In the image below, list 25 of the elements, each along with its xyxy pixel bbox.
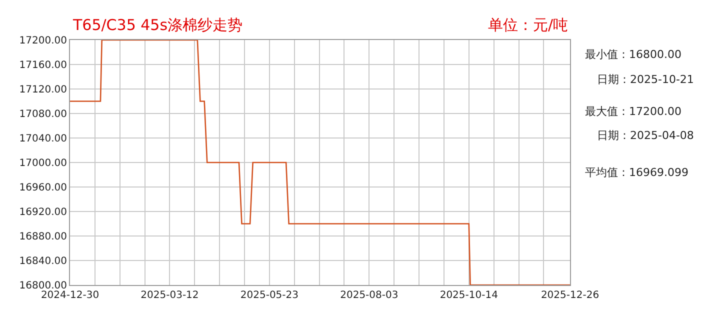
y-tick-label: 16840.00	[19, 256, 67, 267]
text: 日期：2025-10-21	[597, 73, 694, 86]
y-tick-label: 16960.00	[19, 182, 67, 194]
y-tick-label: 16920.00	[19, 207, 67, 218]
text: 平均值：16969.099	[585, 166, 688, 179]
text: 最大值：17200.00	[585, 105, 682, 118]
x-tick-label: 2025-12-26	[540, 290, 600, 301]
chart-title: T65/C35 45s涤棉纱走势	[72, 16, 243, 34]
x-tick-label: 2024-12-30	[40, 290, 100, 301]
y-tick-label: 17080.00	[19, 109, 67, 120]
x-tick-label: 2025-08-03	[340, 290, 398, 301]
chart-subtitle: 单位：元/吨	[488, 16, 568, 34]
y-tick-label: 17000.00	[19, 158, 67, 169]
y-tick-label: 16800.00	[19, 280, 67, 292]
x-tick-label: 2025-10-14	[440, 290, 498, 301]
text: 日期：2025-04-08	[597, 129, 694, 142]
x-tick-label: 2025-03-12	[140, 290, 199, 301]
y-tick-label: 17120.00	[19, 84, 67, 96]
y-tick-label: 16880.00	[19, 232, 67, 242]
line-series	[70, 40, 570, 285]
y-tick-label: 17040.00	[19, 134, 67, 144]
text: 最小值：16800.00	[585, 48, 682, 61]
x-tick-label: 2025-05-23	[240, 290, 299, 301]
y-tick-label: 17200.00	[19, 36, 67, 46]
y-tick-label: 17160.00	[19, 60, 67, 71]
